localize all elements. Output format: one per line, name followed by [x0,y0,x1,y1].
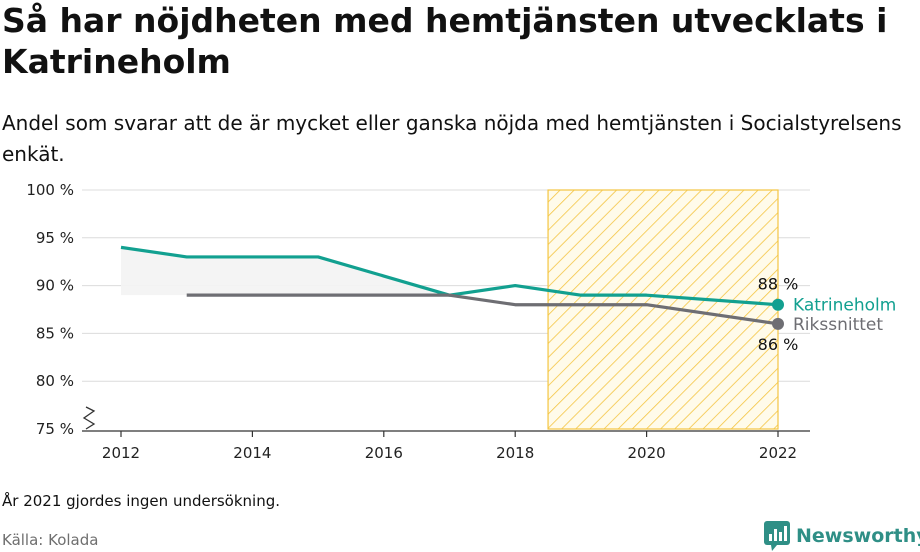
x-tick-label: 2016 [365,444,403,462]
x-tick-label: 2022 [759,444,797,462]
area-fill [121,247,450,296]
end-point-katrineholm [772,298,784,311]
x-tick-label: 2014 [233,444,271,462]
series-line-katrineholm [120,245,779,307]
x-tick-label: 2018 [496,444,534,462]
series-label-rikssnittet: Rikssnittet [793,315,883,335]
x-tick-label: 2020 [628,444,666,462]
value-label-rikssnittet: 86 % [758,335,799,354]
series-label-katrineholm: Katrineholm [793,296,896,316]
y-tick-label: 95 % [36,229,74,247]
brand: Newsworthy [764,520,920,552]
y-tick-label: 90 % [36,277,74,295]
axis-break-icon [82,406,96,430]
y-tick-label: 75 % [36,420,74,438]
y-tick-label: 80 % [36,372,74,390]
y-tick-label: 100 % [26,181,74,199]
series-line-rikssnittet [186,293,779,326]
y-tick-label: 85 % [36,324,74,342]
footnote: År 2021 gjordes ingen undersökning. [2,492,281,510]
brand-name: Newsworthy [796,525,920,547]
end-point-rikssnittet [772,317,784,330]
line-chart: 75 % 80 % 85 % 90 % 95 % 100 % 2012 2014 2016 201… [26,181,896,462]
highlight-range [547,189,779,430]
chart-subtitle: Andel som svarar att de är mycket eller … [2,111,902,166]
newsworthy-logo-icon [764,521,790,551]
chart-title: Så har nöjdheten med hemtjänsten utveckl… [2,1,888,81]
x-tick-label: 2012 [102,444,140,462]
value-label-katrineholm: 88 % [758,275,799,294]
source-note: Källa: Kolada [2,531,99,549]
